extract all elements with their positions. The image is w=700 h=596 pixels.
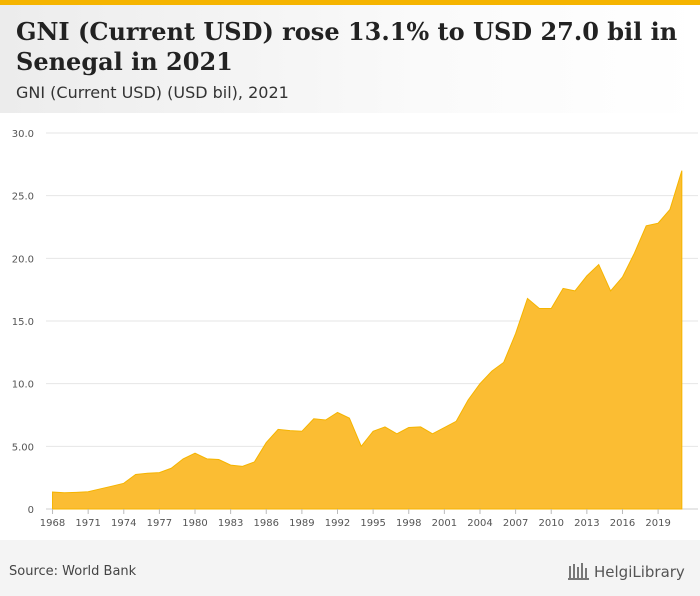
x-tick-label: 1989	[289, 518, 314, 529]
x-tick-label: 2004	[467, 518, 492, 529]
y-tick-label: 0	[28, 505, 34, 516]
plot-area: 0 5.00 10.0 15.0 20.0 25.0 30.0 1968 1971 1974 19…	[0, 113, 700, 540]
x-axis: 1968 1971 1974 1977 1980 1983 1986 1989 1992 1995…	[40, 509, 671, 529]
chart-subtitle: GNI (Current USD) (USD bil), 2021	[16, 83, 289, 102]
source-note: Source: World Bank	[9, 564, 137, 579]
x-tick-label: 1995	[360, 518, 385, 529]
chart-header: GNI (Current USD) rose 13.1% to USD 27.0…	[0, 5, 700, 113]
x-tick-label: 1977	[147, 518, 172, 529]
x-tick-label: 2001	[432, 518, 457, 529]
y-tick-label: 5.00	[12, 442, 34, 453]
y-tick-label: 15.0	[12, 317, 34, 328]
x-tick-label: 1992	[325, 518, 350, 529]
x-tick-label: 2013	[574, 518, 599, 529]
x-tick-label: 1986	[254, 518, 279, 529]
y-tick-label: 20.0	[12, 254, 34, 265]
area-series	[52, 170, 683, 510]
y-tick-label: 30.0	[12, 129, 34, 140]
y-axis: 0 5.00 10.0 15.0 20.0 25.0 30.0	[12, 129, 34, 516]
x-tick-label: 1980	[182, 518, 207, 529]
x-tick-label: 1998	[396, 518, 421, 529]
accent-bar	[0, 0, 700, 5]
gni-area	[52, 170, 683, 510]
x-tick-label: 2010	[539, 518, 564, 529]
x-tick-label: 2016	[610, 518, 635, 529]
x-tick-label: 1983	[218, 518, 243, 529]
y-tick-label: 10.0	[12, 380, 34, 391]
library-columns-icon	[568, 563, 589, 580]
x-tick-label: 1971	[75, 518, 100, 529]
x-tick-label: 2019	[645, 518, 670, 529]
x-tick-label: 1968	[40, 518, 65, 529]
logo-text: HelgiLibrary	[594, 563, 685, 581]
helgi-library-logo[interactable]: HelgiLibrary	[568, 560, 692, 584]
chart-title: GNI (Current USD) rose 13.1% to USD 27.0…	[16, 17, 678, 76]
y-tick-label: 25.0	[12, 192, 34, 203]
x-tick-label: 2007	[503, 518, 528, 529]
x-tick-label: 1974	[111, 518, 136, 529]
